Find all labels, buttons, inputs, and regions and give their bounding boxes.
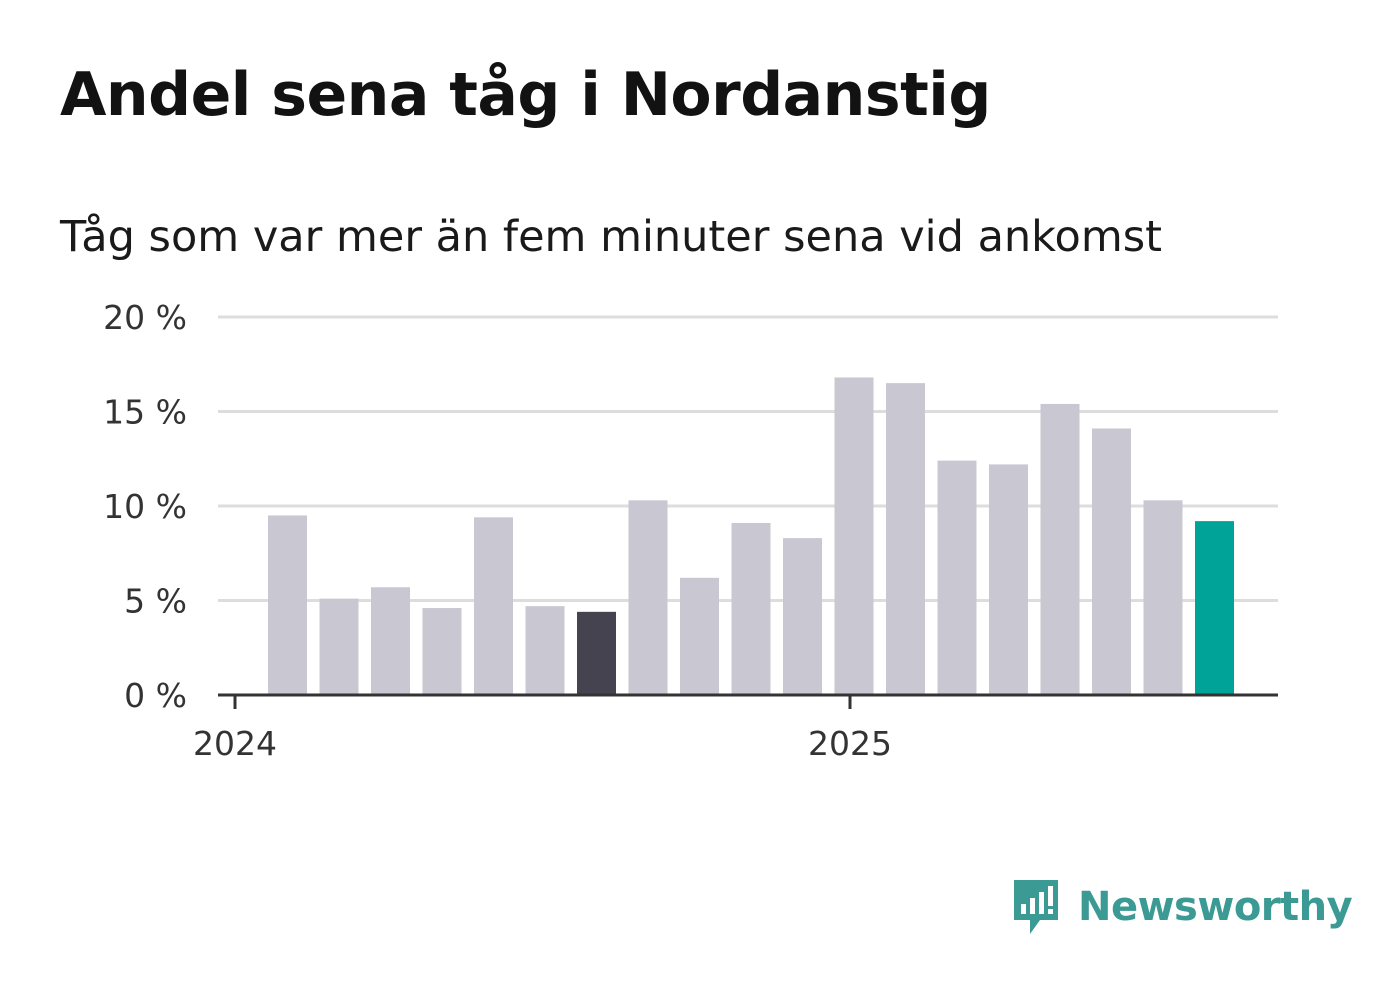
bar [989,464,1028,695]
bar [577,611,616,695]
bar [834,377,874,695]
y-tick-label: 5 % [124,582,187,621]
bar [525,606,565,695]
chart-title: Andel sena tåg i Nordanstig [60,60,991,130]
newsworthy-bars-icon [1014,880,1058,934]
bar [937,460,977,695]
x-axis-labels: 2024 2025 [193,724,892,763]
y-tick-label: 20 % [103,298,187,337]
newsworthy-logo: Newsworthy [1010,876,1353,938]
logo-text: Newsworthy [1078,884,1353,930]
x-axis [218,693,1278,709]
bar [783,538,822,695]
y-tick-label: 10 % [103,487,187,526]
y-tick-label: 15 % [103,393,187,432]
bar [1195,521,1234,695]
bars [268,377,1234,695]
bar [319,598,359,695]
bar [268,515,307,695]
chart-subtitle: Tåg som var mer än fem minuter sena vid … [60,212,1163,262]
bar [1040,403,1080,695]
bar [371,587,410,695]
x-tick-label: 2025 [808,724,892,763]
y-axis-labels: 0 % 5 % 10 % 15 % 20 % [103,298,187,715]
bar [474,517,513,695]
y-tick-label: 0 % [124,676,187,715]
bar [422,608,462,695]
bar [1143,500,1183,695]
bar [731,523,771,695]
x-tick-label: 2024 [193,724,277,763]
bar [680,577,719,695]
bar [628,500,668,695]
bar [886,383,925,695]
bar [1092,428,1131,695]
